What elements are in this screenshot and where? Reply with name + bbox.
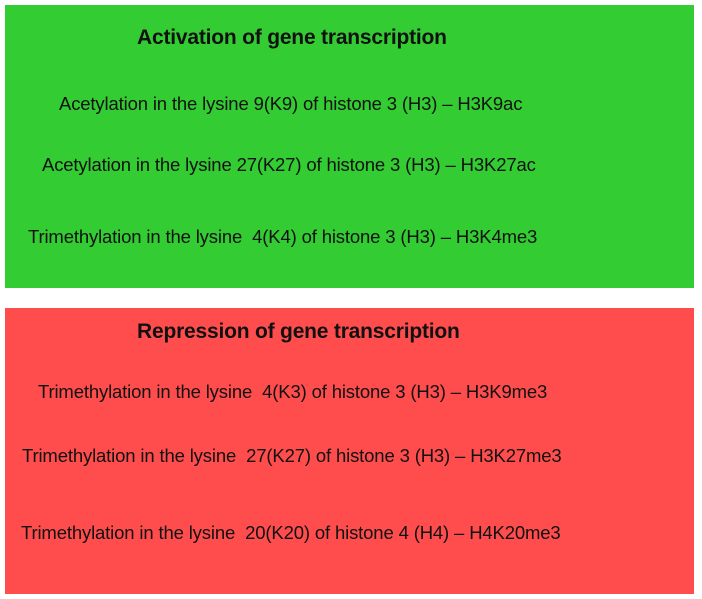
activation-title: Activation of gene transcription — [137, 26, 447, 49]
activation-item-h3k9ac: Acetylation in the lysine 9(K9) of histo… — [59, 93, 523, 114]
repression-item-h4k20me3: Trimethylation in the lysine 20(K20) of … — [21, 522, 561, 543]
repression-item-h3k27me3: Trimethylation in the lysine 27(K27) of … — [22, 445, 562, 466]
repression-item-h3k9me3: Trimethylation in the lysine 4(K3) of hi… — [38, 381, 548, 402]
repression-title: Repression of gene transcription — [137, 320, 460, 343]
repression-panel: Repression of gene transcription Trimeth… — [5, 308, 694, 594]
activation-item-h3k27ac: Acetylation in the lysine 27(K27) of his… — [42, 154, 536, 175]
activation-panel: Activation of gene transcription Acetyla… — [5, 5, 694, 288]
activation-item-h3k4me3: Trimethylation in the lysine 4(K4) of hi… — [28, 226, 538, 247]
